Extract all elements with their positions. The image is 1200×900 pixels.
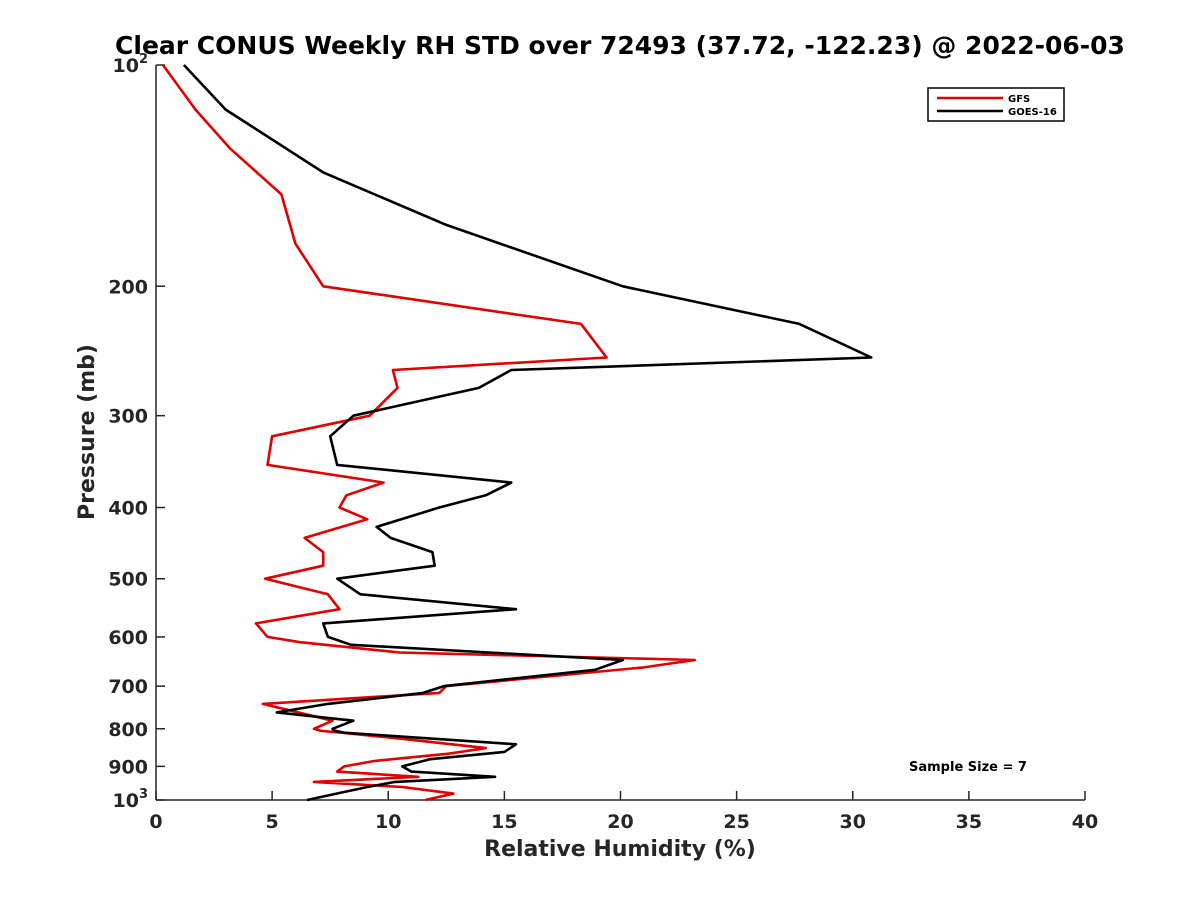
y-tick-label: 900 [108,756,148,778]
y-tick-label: 102 [113,52,149,77]
y-tick-label: 103 [113,787,149,812]
sample-size-annotation: Sample Size = 7 [909,760,1027,775]
axes: 0 5 10 15 20 25 30 35 40 102 200 300 400 500 600 700 800… [108,52,1098,833]
x-tick-label: 0 [149,811,162,833]
series-line-gfs [161,64,697,802]
chart-title: Clear CONUS Weekly RH STD over 72493 (37… [115,31,1125,60]
series-line-goes16 [182,64,873,802]
series-lines [161,64,873,802]
y-tick-label: 500 [108,569,148,591]
x-tick-label: 10 [375,811,401,833]
y-axis-label: Pressure (mb) [75,344,100,520]
x-tick-label: 25 [723,811,749,833]
x-tick-label: 30 [840,811,866,833]
x-tick-label: 5 [266,811,279,833]
x-axis-label: Relative Humidity (%) [484,837,756,862]
y-tick-label: 600 [108,627,148,649]
x-tick-label: 20 [607,811,633,833]
legend-label-gfs: GFS [1008,94,1030,105]
y-tick-label: 200 [108,276,148,298]
y-tick-label: 300 [108,406,148,428]
y-tick-label: 400 [108,498,148,520]
x-tick-label: 40 [1072,811,1098,833]
legend: GFS GOES-16 [927,87,1065,122]
y-tick-label: 700 [108,676,148,698]
x-tick-label: 15 [491,811,517,833]
legend-label-goes16: GOES-16 [1008,107,1057,118]
x-tick-label: 35 [956,811,982,833]
y-tick-label: 800 [108,719,148,741]
legend-box [927,87,1065,122]
